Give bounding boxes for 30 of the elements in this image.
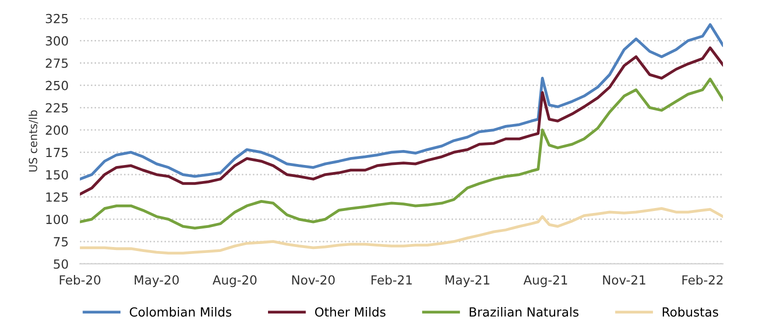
x-tick-label: Nov-20 <box>292 275 335 285</box>
line-series <box>80 23 723 180</box>
y-tick-label: 325 <box>46 14 68 24</box>
y-tick-label: 75 <box>54 237 68 246</box>
legend-label: Colombian Milds <box>130 307 232 317</box>
y-tick-label: 175 <box>46 148 68 158</box>
legend-label: Brazilian Naturals <box>470 307 578 317</box>
y-tick-label: 225 <box>46 103 68 113</box>
x-tick-label: Feb-21 <box>372 274 412 285</box>
x-tick-label: Aug-21 <box>523 275 568 288</box>
x-tick-label: Nov-21 <box>603 275 646 285</box>
x-tick-label: May-21 <box>446 275 490 288</box>
line-series <box>80 78 723 230</box>
y-tick-label: 100 <box>46 214 68 224</box>
y-tick-label: 250 <box>46 80 68 90</box>
x-tick-label: Aug-20 <box>212 275 256 288</box>
x-tick-label: May-20 <box>134 275 179 288</box>
legend-label: Robustas <box>662 307 718 317</box>
y-tick-label: 150 <box>46 170 68 180</box>
y-tick-label: 50 <box>54 259 68 269</box>
x-tick-label: Feb-22 <box>682 274 723 285</box>
y-axis-title: US cents/lb <box>28 110 38 172</box>
y-tick-label: 275 <box>46 58 68 68</box>
line-series <box>80 207 723 255</box>
line-series <box>80 46 723 196</box>
y-tick-label: 300 <box>46 36 68 46</box>
x-tick-label: Feb-20 <box>60 274 100 285</box>
y-tick-label: 200 <box>46 125 68 135</box>
y-tick-label: 125 <box>46 192 68 202</box>
legend-label: Other Milds <box>315 307 386 317</box>
